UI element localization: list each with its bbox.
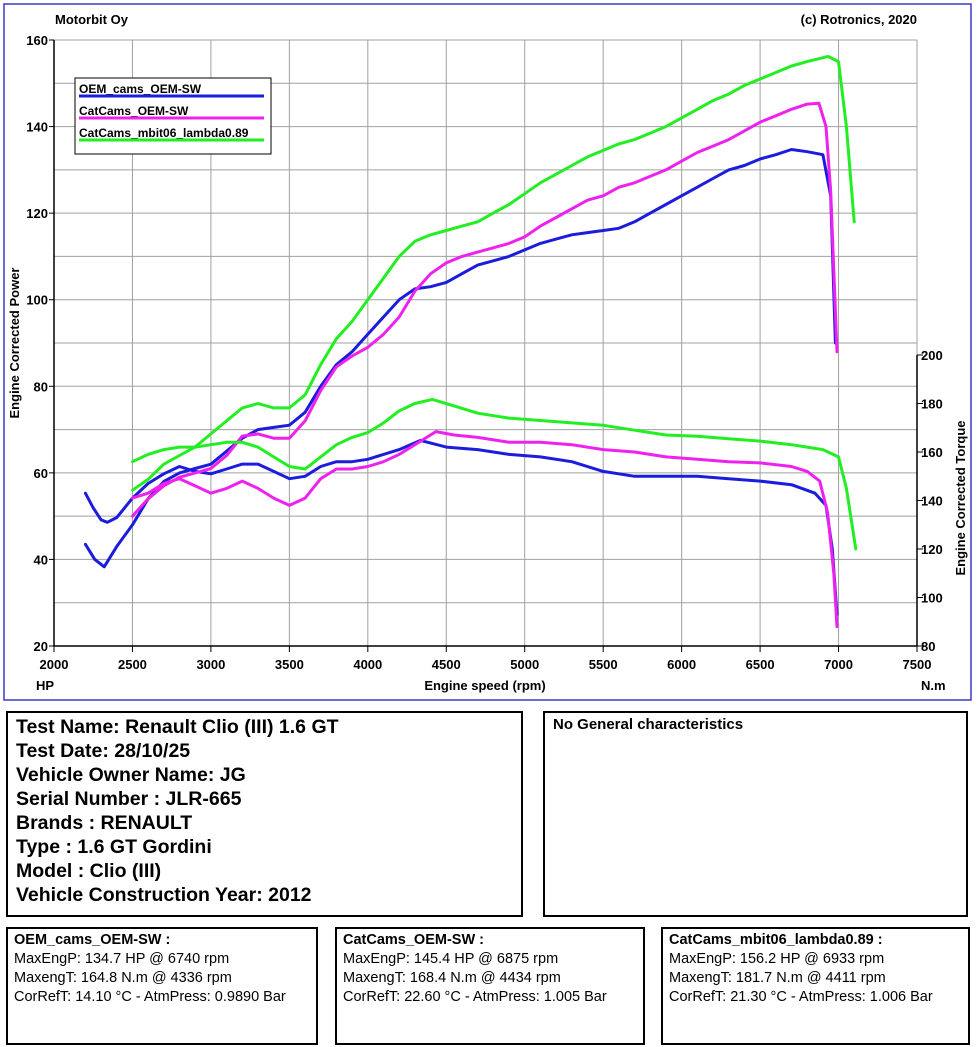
- x-tick-label: 2500: [118, 657, 147, 672]
- dyno-chart-svg: Motorbit Oy (c) Rotronics, 2020 2000 2500…: [3, 3, 972, 701]
- x-tick-label: 3500: [275, 657, 304, 672]
- legend-label-0: OEM_cams_OEM-SW: [79, 82, 202, 96]
- general-characteristics-text: No General characteristics: [553, 716, 744, 733]
- x-tick-label: 2000: [40, 657, 69, 672]
- header-left: Motorbit Oy: [55, 12, 129, 27]
- summary-max-torque: MaxengT: 181.7 N.m @ 4411 rpm: [669, 970, 886, 986]
- summary-oem-cams: OEM_cams_OEM-SW : MaxEngP: 134.7 HP @ 67…: [6, 927, 318, 1045]
- y-tick-label: 160: [26, 33, 48, 48]
- x-tick-label: 5500: [589, 657, 618, 672]
- summary-catcams-mbit06: CatCams_mbit06_lambda0.89 : MaxEngP: 156…: [661, 927, 970, 1045]
- x-tick-label: 6000: [667, 657, 696, 672]
- x-tick-label: 3000: [196, 657, 225, 672]
- y-axis-label: Engine Corrected Power: [7, 268, 22, 419]
- series-lines: [83, 54, 858, 629]
- vehicle-owner: Vehicle Owner Name: JG: [16, 764, 246, 786]
- y2-tick-label: 120: [921, 542, 943, 557]
- dyno-chart: Motorbit Oy (c) Rotronics, 2020 2000 2500…: [3, 3, 972, 701]
- legend-label-1: CatCams_OEM-SW: [79, 104, 189, 118]
- power-line-2: [131, 54, 856, 492]
- tick-labels: 2000 2500 3000 3500 4000 4500 5000 5500 6000 6500…: [26, 33, 942, 672]
- brand: Brands : RENAULT: [16, 812, 193, 834]
- summary-max-power: MaxEngP: 145.4 HP @ 6875 rpm: [343, 951, 559, 967]
- x-axis-label: Engine speed (rpm): [424, 678, 545, 693]
- x-tick-label: 4000: [353, 657, 382, 672]
- construction-year: Vehicle Construction Year: 2012: [16, 884, 312, 906]
- serial-number: Serial Number : JLR-665: [16, 788, 242, 810]
- summary-title: OEM_cams_OEM-SW :: [14, 932, 171, 948]
- x-tick-label: 7000: [824, 657, 853, 672]
- y2-tick-label: 200: [921, 348, 943, 363]
- power-line-0: [83, 148, 837, 569]
- y2-tick-label: 100: [921, 591, 943, 606]
- summary-catcams-oem: CatCams_OEM-SW : MaxEngP: 145.4 HP @ 687…: [335, 927, 645, 1045]
- torque-line-0: [83, 438, 839, 616]
- torque-line-2: [131, 397, 858, 551]
- torque-line-1: [131, 430, 839, 629]
- legend-label-2: CatCams_mbit06_lambda0.89: [79, 126, 249, 140]
- y-tick-label: 80: [34, 379, 48, 394]
- summary-conditions: CorRefT: 14.10 °C - AtmPress: 0.9890 Bar: [14, 989, 286, 1005]
- x-tick-label: 4500: [432, 657, 461, 672]
- power-line-1: [131, 101, 839, 518]
- y2-unit-label: N.m: [921, 678, 946, 693]
- grid: [49, 39, 923, 652]
- x-tick-label: 7500: [903, 657, 932, 672]
- summary-title: CatCams_OEM-SW :: [343, 932, 484, 948]
- summary-conditions: CorRefT: 22.60 °C - AtmPress: 1.005 Bar: [343, 989, 607, 1005]
- y2-tick-label: 80: [921, 639, 935, 654]
- test-info-panel: Test Name: Renault Clio (III) 1.6 GT Tes…: [6, 711, 523, 917]
- test-date: Test Date: 28/10/25: [16, 740, 191, 762]
- header-right: (c) Rotronics, 2020: [801, 12, 917, 27]
- y2-axis-label: Engine Corrected Torque: [953, 420, 968, 575]
- vehicle-model: Model : Clio (III): [16, 860, 162, 882]
- legend: OEM_cams_OEM-SW CatCams_OEM-SW CatCams_mbi…: [74, 77, 272, 155]
- summary-max-power: MaxEngP: 134.7 HP @ 6740 rpm: [14, 951, 230, 967]
- y-tick-label: 40: [34, 552, 48, 567]
- vehicle-type: Type : 1.6 GT Gordini: [16, 836, 212, 858]
- y-tick-label: 100: [26, 293, 48, 308]
- y2-tick-label: 140: [921, 494, 943, 509]
- test-name: Test Name: Renault Clio (III) 1.6 GT: [16, 716, 339, 738]
- x-unit-label: HP: [36, 678, 54, 693]
- y-tick-label: 140: [26, 120, 48, 135]
- summary-conditions: CorRefT: 21.30 °C - AtmPress: 1.006 Bar: [669, 989, 933, 1005]
- summary-max-torque: MaxengT: 168.4 N.m @ 4434 rpm: [343, 970, 561, 986]
- y-tick-label: 60: [34, 466, 48, 481]
- summary-title: CatCams_mbit06_lambda0.89 :: [669, 932, 883, 948]
- x-tick-label: 5000: [510, 657, 539, 672]
- y2-tick-label: 180: [921, 397, 943, 412]
- y-tick-label: 20: [34, 639, 48, 654]
- summary-max-torque: MaxengT: 164.8 N.m @ 4336 rpm: [14, 970, 232, 986]
- summary-max-power: MaxEngP: 156.2 HP @ 6933 rpm: [669, 951, 885, 967]
- x-tick-label: 6500: [746, 657, 775, 672]
- general-characteristics-panel: No General characteristics: [543, 711, 968, 917]
- y-tick-label: 120: [26, 206, 48, 221]
- y2-tick-label: 160: [921, 445, 943, 460]
